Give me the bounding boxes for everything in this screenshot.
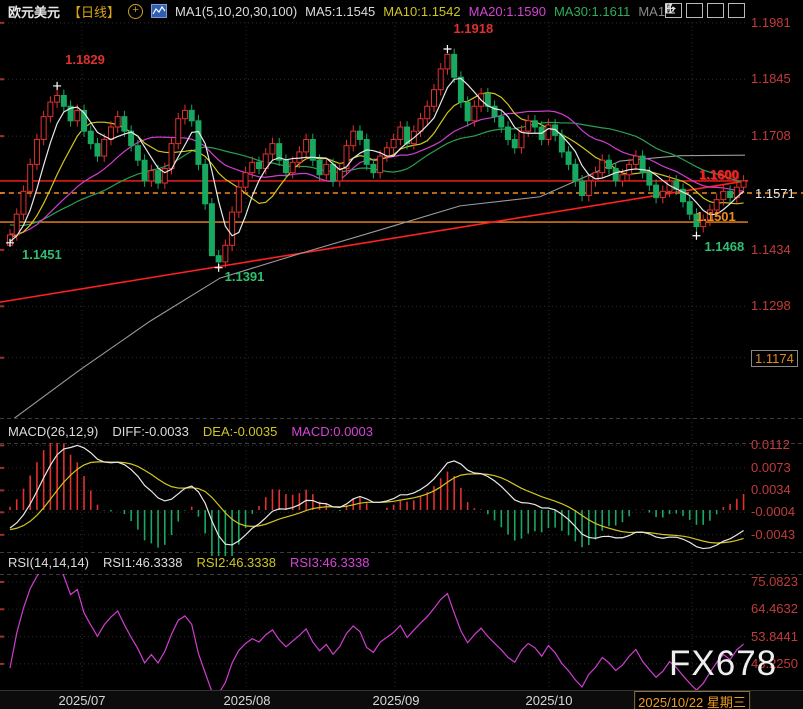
pane-forward-icon[interactable] bbox=[665, 3, 724, 18]
level-price-label: 1.1501 bbox=[696, 209, 736, 224]
symbol-title: 欧元美元 bbox=[8, 4, 61, 20]
macd-diff-value: DIFF:-0.0033 bbox=[112, 424, 189, 439]
highlight-axis-label: 1.1571 bbox=[755, 186, 795, 201]
macd-macd-value: MACD:0.0003 bbox=[291, 424, 373, 439]
period-label[interactable]: 【日线】 bbox=[68, 4, 121, 20]
time-axis-label: 2025/09 bbox=[372, 693, 420, 708]
extreme-price-label: 1.1391 bbox=[224, 268, 265, 284]
ma10-value: MA10:1.1542 bbox=[383, 3, 461, 19]
boxed-price-label: 1.1174 bbox=[751, 349, 798, 367]
ma30-value: MA30:1.1611 bbox=[553, 3, 631, 19]
rsi1-value: RSI1:46.3338 bbox=[102, 555, 183, 570]
rsi-axis-label: 53.8441 bbox=[751, 628, 798, 644]
ma-extra-label: MA10 bbox=[638, 3, 673, 19]
axis-scale-icon[interactable] bbox=[665, 3, 703, 18]
add-indicator-icon[interactable]: + bbox=[128, 3, 144, 19]
current-date-label: 2025/10/22 星期三 bbox=[634, 691, 750, 709]
extreme-price-label: 1.1829 bbox=[65, 51, 105, 67]
rsi-title[interactable]: RSI(14,14,14) bbox=[8, 555, 89, 570]
y-axis-label: 1.1981 bbox=[751, 14, 791, 30]
rsi-header: RSI(14,14,14) RSI1:46.3338 RSI2:46.3338 … bbox=[8, 555, 369, 570]
rsi-axis-label: 64.4632 bbox=[751, 601, 798, 617]
macd-axis-label: 0.0112 bbox=[751, 437, 790, 453]
macd-axis-label: -0.0004 bbox=[751, 504, 796, 520]
macd-axis-label: -0.0043 bbox=[751, 526, 796, 542]
chart-type-icon[interactable] bbox=[151, 4, 168, 18]
extreme-price-label: 1.1918 bbox=[453, 20, 494, 36]
rsi2-value: RSI2:46.3338 bbox=[196, 555, 276, 570]
macd-title[interactable]: MACD(26,12,9) bbox=[8, 424, 99, 439]
toolbar: 欧元美元 【日线】 + MA1(5,10,20,30,100) MA5:1.15… bbox=[0, 0, 803, 22]
rsi-axis-label: 75.0823 bbox=[751, 574, 798, 589]
rsi3-value: RSI3:46.3338 bbox=[289, 555, 370, 570]
macd-axis-label: 0.0034 bbox=[751, 482, 791, 498]
y-axis-label: 1.1845 bbox=[751, 71, 791, 87]
macd-header: MACD(26,12,9) DIFF:-0.0033 DEA:-0.0035 M… bbox=[8, 424, 373, 439]
ma5-value: MA5:1.1545 bbox=[305, 3, 376, 19]
toolbar-buttons bbox=[665, 3, 745, 18]
watermark: FX678 bbox=[669, 644, 778, 683]
macd-dea-value: DEA:-0.0035 bbox=[202, 424, 278, 439]
time-axis-label: 2025/07 bbox=[58, 693, 106, 708]
exit-pane-icon[interactable] bbox=[666, 3, 745, 18]
y-axis-label: 1.1298 bbox=[751, 298, 791, 314]
time-axis-label: 2025/08 bbox=[223, 693, 271, 708]
extreme-price-label: 1.1451 bbox=[22, 246, 62, 262]
ma20-value: MA20:1.1590 bbox=[468, 3, 546, 19]
time-axis[interactable]: 2025/07 2025/08 2025/09 2025/10 2025/10/22 星… bbox=[0, 690, 803, 709]
time-axis-label: 2025/10 bbox=[525, 693, 573, 708]
rsi-axis-label: 43.2250 bbox=[751, 655, 798, 671]
y-axis-label: 1.1708 bbox=[751, 128, 791, 144]
extreme-price-label: 1.1468 bbox=[704, 238, 745, 254]
y-axis-label: 1.1434 bbox=[751, 241, 791, 257]
level-price-label: 1.1600 bbox=[699, 167, 739, 182]
macd-axis-label: 0.0073 bbox=[751, 459, 791, 475]
ma-settings-label[interactable]: MA1(5,10,20,30,100) bbox=[175, 3, 298, 19]
